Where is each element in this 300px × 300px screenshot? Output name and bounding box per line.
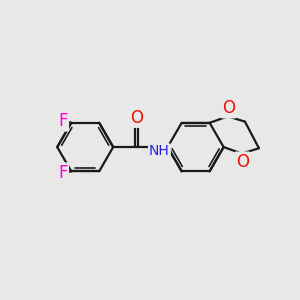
Text: O: O: [222, 99, 235, 117]
Text: NH: NH: [149, 145, 170, 158]
Text: O: O: [130, 109, 143, 127]
Text: F: F: [58, 112, 68, 130]
Text: O: O: [236, 153, 249, 171]
Text: F: F: [58, 164, 68, 182]
